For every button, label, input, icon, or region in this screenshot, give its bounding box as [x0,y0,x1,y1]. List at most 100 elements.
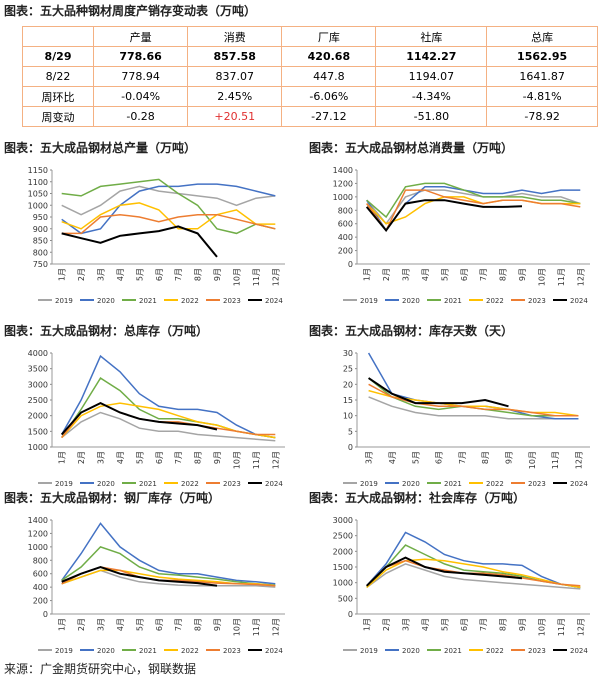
series-line [366,182,581,219]
series-line [365,199,523,233]
x-tick-label: 10月 [232,451,241,469]
y-tick-label: 1200 [28,529,48,538]
x-tick-label: 8月 [194,451,203,464]
y-tick-label: 30 [343,349,353,358]
chart-title: 图表：五大成品钢材总消费量（万吨） [309,140,513,155]
legend-label: 2021 [139,647,157,655]
x-tick-label: 3月 [97,618,106,631]
legend-label: 2023 [223,480,241,488]
x-tick-label: 10月 [537,268,546,286]
y-tick-label: 20 [343,380,353,389]
y-tick-label: 3000 [333,516,353,525]
y-tick-label: 3500 [28,365,48,374]
y-tick-label: 25 [343,365,353,374]
x-tick-label: 3月 [365,451,374,464]
chart-title: 图表：五大成品钢材：社会库存（万吨） [309,490,525,505]
table-cell: 8/22 [22,66,94,87]
x-tick-label: 9月 [518,268,527,281]
y-tick-label: 1400 [28,516,48,525]
y-tick-label: 1000 [333,193,353,202]
x-tick-label: 6月 [155,268,164,281]
series-line [61,213,276,235]
y-tick-label: 1000 [28,443,48,452]
series-line [368,377,509,408]
legend-label: 2024 [570,297,588,305]
x-tick-label: 11月 [252,268,261,286]
x-tick-label: 10月 [232,268,241,286]
legend-label: 2022 [486,647,504,655]
series-line [61,411,276,442]
x-tick-label: 7月 [174,451,183,464]
legend-label: 2022 [181,647,199,655]
series-line [61,354,276,439]
x-tick-label: 3月 [97,268,106,281]
x-tick-label: 12月 [576,618,585,636]
y-tick-label: 1000 [28,201,48,210]
y-tick-label: 0 [43,610,48,619]
x-tick-label: 1月 [58,268,67,281]
summary-table: 产量 消费 厂库 社库 总库 8/29 778.66 857.58 420.68 1142.27 1… [22,26,598,127]
x-tick-label: 11月 [557,268,566,286]
x-tick-label: 12月 [271,451,280,469]
y-tick-label: 1200 [333,179,353,188]
x-tick-label: 8月 [499,268,508,281]
y-tick-label: 1100 [28,178,48,187]
x-tick-label: 4月 [421,268,430,281]
table-cell: -0.04% [92,86,189,107]
x-tick-label: 3月 [402,268,411,281]
legend-label: 2019 [360,647,378,655]
legend-label: 2022 [486,480,504,488]
y-tick-label: 600 [33,570,48,579]
y-tick-label: 1500 [28,427,48,436]
chart-title: 图表：五大成品钢材：总库存（万吨） [4,323,208,338]
y-tick-label: 2500 [28,396,48,405]
x-tick-label: 5月 [135,268,144,281]
legend-label: 2023 [528,480,546,488]
y-tick-label: 200 [33,597,48,606]
series-line [366,563,581,590]
y-tick-label: 10 [343,412,353,421]
x-tick-label: 8月 [194,618,203,631]
series-line [366,531,581,589]
series-line [368,383,579,417]
y-tick-label: 1050 [28,190,48,199]
y-tick-label: 2000 [333,547,353,556]
x-tick-label: 4月 [388,451,397,464]
y-tick-label: 800 [33,556,48,565]
x-tick-label: 6月 [155,451,164,464]
x-tick-label: 1月 [58,618,67,631]
y-tick-label: 400 [33,583,48,592]
x-tick-label: 12月 [271,268,280,286]
legend-label: 2023 [528,297,546,305]
y-tick-label: 950 [33,213,48,222]
table-row: 产量 消费 厂库 社库 总库 [22,26,598,47]
x-tick-label: 4月 [116,618,125,631]
x-tick-label: 9月 [213,268,222,281]
legend-label: 2020 [402,647,420,655]
y-tick-label: 0 [348,260,353,269]
y-tick-label: 0 [348,443,353,452]
legend-label: 2023 [223,297,241,305]
legend-label: 2019 [55,647,73,655]
y-tick-label: 900 [33,225,48,234]
table-row: 周变动 -0.28 +20.51 -27.12 -51.80 -78.92 [22,106,598,127]
table-cell: 周变动 [22,106,94,127]
y-tick-label: 750 [33,260,48,269]
chart-title: 图表：五大成品钢材：钢厂库存（万吨） [4,490,220,505]
y-tick-label: 1500 [333,563,353,572]
y-tick-label: 15 [343,396,353,405]
x-tick-label: 5月 [135,451,144,464]
x-tick-label: 10月 [232,618,241,636]
x-tick-label: 2月 [77,618,86,631]
series-line [61,202,276,230]
table-row: 周环比 -0.04% 2.45% -6.06% -4.34% -4.81% [22,86,598,107]
series-line [61,178,276,235]
y-tick-label: 2000 [28,412,48,421]
x-tick-label: 11月 [252,451,261,469]
legend-label: 2021 [444,647,462,655]
x-tick-label: 2月 [77,451,86,464]
table-cell: -27.12 [281,106,377,127]
x-tick-label: 6月 [435,451,444,464]
x-tick-label: 2月 [77,268,86,281]
